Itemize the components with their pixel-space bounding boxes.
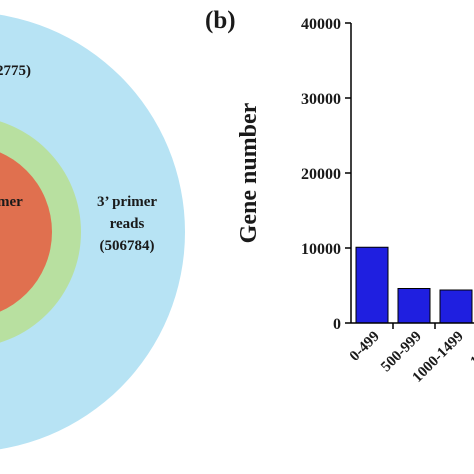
y-tick-label: 20000 xyxy=(301,166,341,183)
venn-middle-count-label: 2775) xyxy=(0,63,31,79)
y-tick-label: 40000 xyxy=(301,16,341,33)
y-tick-label: 0 xyxy=(333,316,341,333)
venn-inner-label: mer xyxy=(0,194,23,210)
venn-outer-label-line2: reads xyxy=(110,216,145,232)
y-axis-ticks: 0 10000 20000 30000 40000 xyxy=(301,16,351,333)
bars xyxy=(355,246,473,324)
x-tick-label: 1500-1 xyxy=(467,329,474,370)
venn-outer-count-label: (506784) xyxy=(100,238,155,254)
venn-outer-circle xyxy=(0,14,185,450)
venn-inner-circle xyxy=(0,152,52,312)
x-tick-label: 0-499 xyxy=(347,329,383,365)
panel-label: (b) xyxy=(205,7,236,34)
y-tick-label: 10000 xyxy=(301,241,341,258)
y-axis-label: Gene number xyxy=(236,102,262,243)
y-tick-label: 30000 xyxy=(301,91,341,108)
bar-0-499 xyxy=(355,246,389,324)
venn-outer-label-line1: 3’ primer xyxy=(97,194,157,210)
bar-500-999 xyxy=(397,288,431,324)
venn-panel: 2775) mer 3’ primer reads (506784) xyxy=(0,14,185,450)
bar-1000-1499 xyxy=(439,289,473,324)
bar-panel: (b) Gene number 0 10000 20000 30000 40000 0-… xyxy=(205,7,474,386)
